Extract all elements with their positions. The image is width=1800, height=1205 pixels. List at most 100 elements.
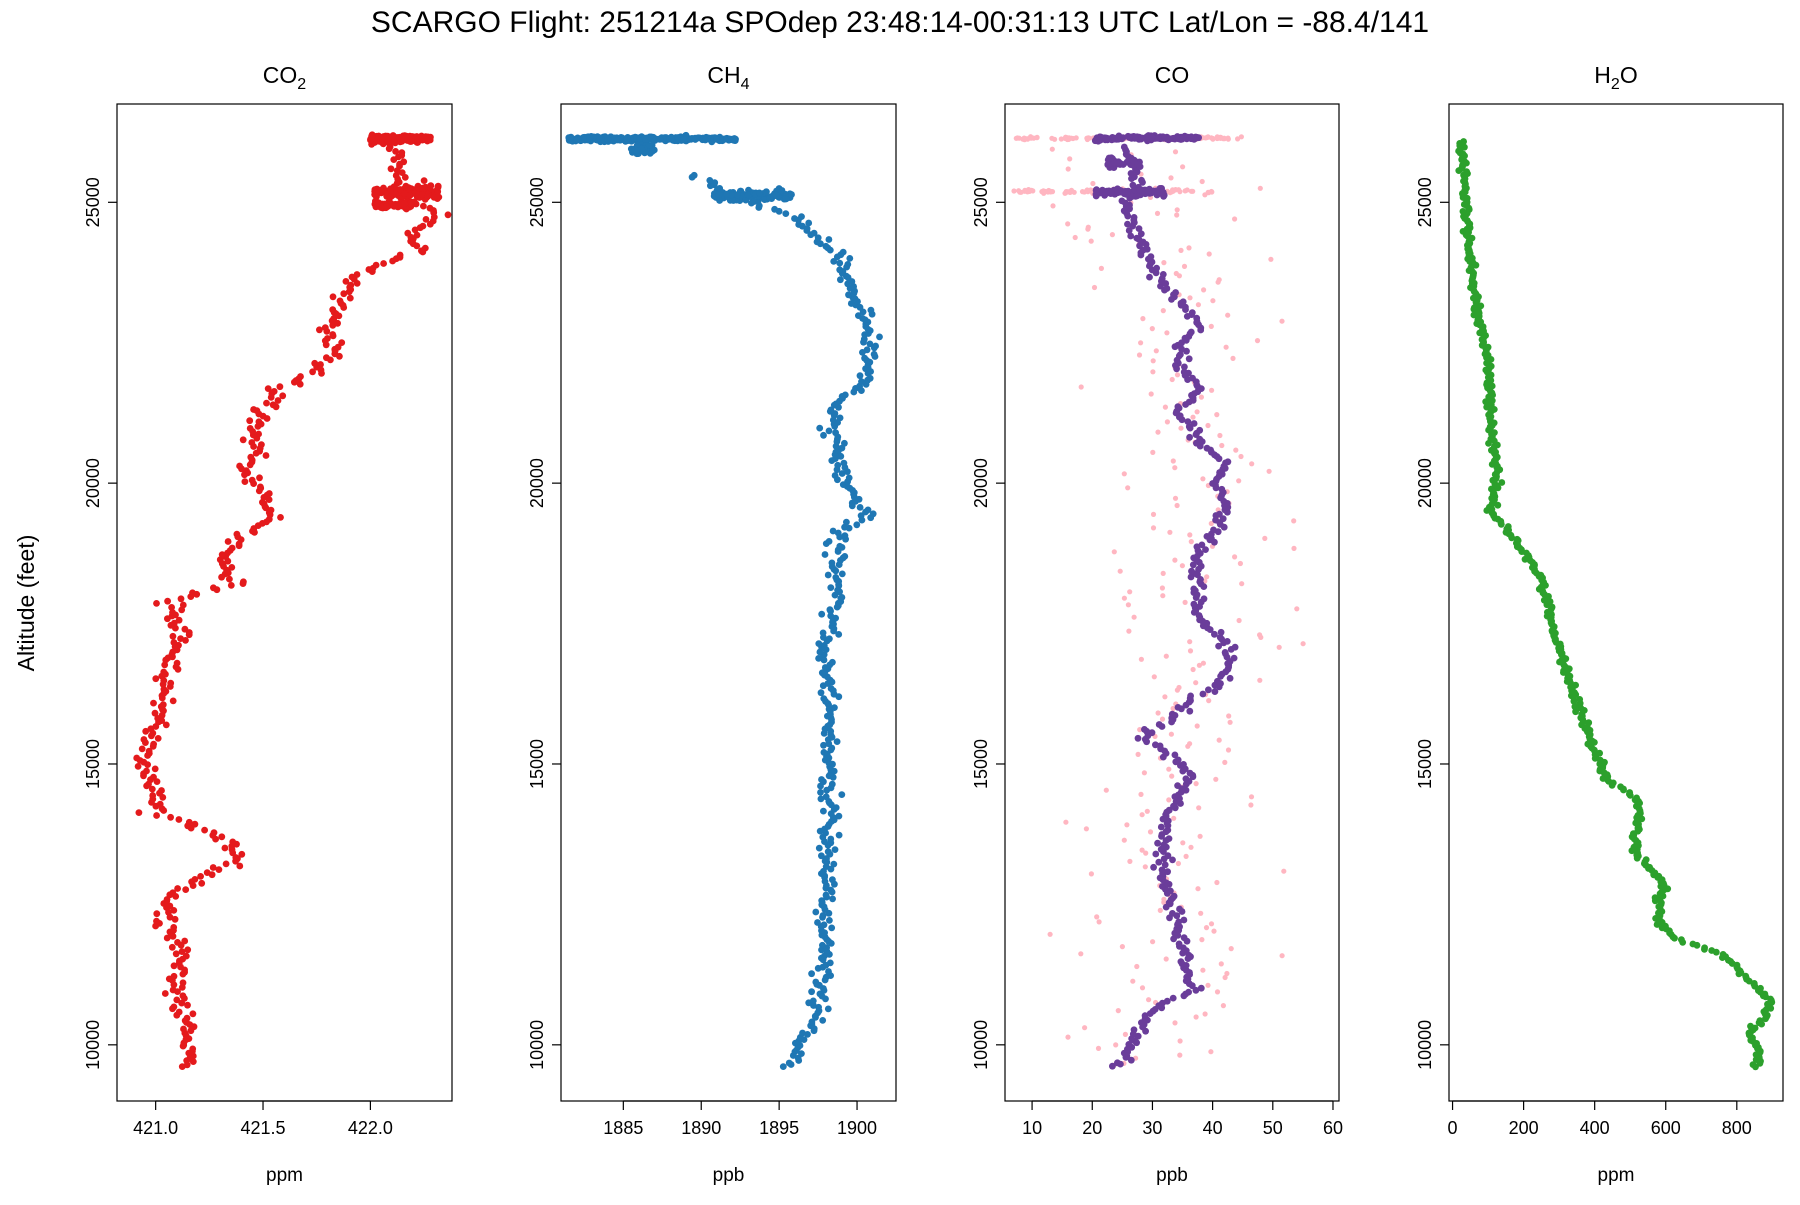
- data-point: [820, 749, 828, 756]
- data-point: [1137, 230, 1145, 238]
- data-point: [1210, 298, 1216, 304]
- data-point: [1109, 232, 1115, 238]
- data-point: [818, 610, 826, 618]
- panel-title-subscript: 2: [1611, 76, 1620, 93]
- data-point: [791, 215, 798, 222]
- data-point: [1184, 418, 1192, 425]
- data-point: [1164, 868, 1171, 876]
- data-point: [1513, 535, 1521, 543]
- data-point: [1065, 166, 1071, 172]
- data-point: [158, 787, 165, 794]
- data-point: [1150, 369, 1156, 375]
- y-tick-label: 20000: [527, 458, 547, 508]
- data-point: [250, 406, 257, 413]
- data-point: [1197, 984, 1205, 992]
- data-point: [396, 251, 404, 259]
- y-tick-label: 10000: [527, 1020, 547, 1070]
- data-point: [1218, 485, 1226, 493]
- data-point: [826, 635, 833, 643]
- data-point: [175, 1008, 183, 1016]
- data-point: [1034, 135, 1040, 141]
- data-point: [183, 1014, 191, 1022]
- data-point: [824, 1005, 832, 1013]
- data-point: [1239, 581, 1245, 587]
- data-point: [1091, 137, 1099, 145]
- data-point: [834, 529, 842, 537]
- data-point: [782, 210, 790, 218]
- data-point: [1174, 207, 1180, 213]
- data-point: [825, 427, 833, 435]
- data-point: [1217, 432, 1223, 439]
- data-point: [815, 640, 823, 647]
- data-point: [406, 132, 414, 140]
- data-point: [153, 600, 160, 607]
- data-point: [248, 439, 256, 446]
- data-point: [387, 185, 394, 193]
- data-point: [824, 848, 832, 856]
- data-point: [1159, 585, 1165, 591]
- data-point: [1232, 554, 1238, 560]
- data-point: [826, 917, 833, 924]
- data-point: [1279, 953, 1285, 959]
- data-point: [140, 736, 148, 743]
- data-point: [1117, 568, 1123, 574]
- data-point: [246, 425, 254, 432]
- data-point: [820, 921, 828, 929]
- data-point: [1049, 146, 1055, 152]
- data-point: [1124, 822, 1130, 828]
- data-point: [816, 424, 824, 432]
- data-point: [1161, 896, 1167, 902]
- data-point: [1154, 839, 1161, 847]
- data-point: [1187, 741, 1193, 747]
- data-point: [1504, 523, 1512, 530]
- data-point: [844, 261, 852, 268]
- x-tick-label: 800: [1722, 1118, 1752, 1138]
- data-point: [1125, 134, 1133, 141]
- data-point: [1172, 1020, 1178, 1026]
- data-point: [153, 910, 161, 918]
- data-point: [398, 149, 406, 157]
- data-point: [1158, 866, 1166, 874]
- panel-title-main: H: [1594, 62, 1611, 88]
- data-point: [1750, 980, 1758, 987]
- data-point: [1169, 994, 1177, 1002]
- data-point: [838, 470, 846, 477]
- data-point: [798, 1050, 805, 1057]
- data-point: [1238, 453, 1244, 460]
- data-point: [1236, 478, 1242, 484]
- data-point: [405, 184, 413, 192]
- data-point: [218, 833, 226, 841]
- data-point: [170, 1003, 178, 1011]
- data-point: [1144, 188, 1152, 195]
- data-point: [701, 136, 709, 144]
- data-point: [389, 133, 396, 141]
- data-point: [168, 604, 176, 611]
- data-point: [420, 177, 428, 185]
- data-point: [175, 816, 183, 823]
- data-point: [236, 462, 244, 470]
- data-point: [1176, 905, 1183, 913]
- data-point: [1058, 136, 1064, 142]
- data-point: [1238, 134, 1244, 140]
- data-point: [236, 862, 244, 870]
- x-tick-label: 60: [1323, 1118, 1343, 1138]
- data-point: [627, 145, 635, 153]
- data-point: [1198, 394, 1204, 400]
- data-point: [169, 632, 177, 640]
- data-point: [255, 418, 263, 426]
- data-point: [822, 242, 830, 250]
- data-point: [338, 339, 346, 346]
- data-point: [1138, 656, 1144, 662]
- data-point: [392, 148, 399, 155]
- data-point: [1127, 589, 1133, 595]
- data-point: [1233, 447, 1239, 453]
- data-point: [819, 912, 827, 919]
- data-points: [565, 131, 883, 1070]
- data-point: [418, 191, 426, 199]
- y-tick-label: 20000: [83, 458, 103, 508]
- data-point: [1180, 164, 1186, 170]
- data-point: [419, 184, 426, 192]
- data-point: [827, 406, 835, 414]
- data-point: [1249, 461, 1255, 467]
- x-tick-label: 40: [1203, 1118, 1223, 1138]
